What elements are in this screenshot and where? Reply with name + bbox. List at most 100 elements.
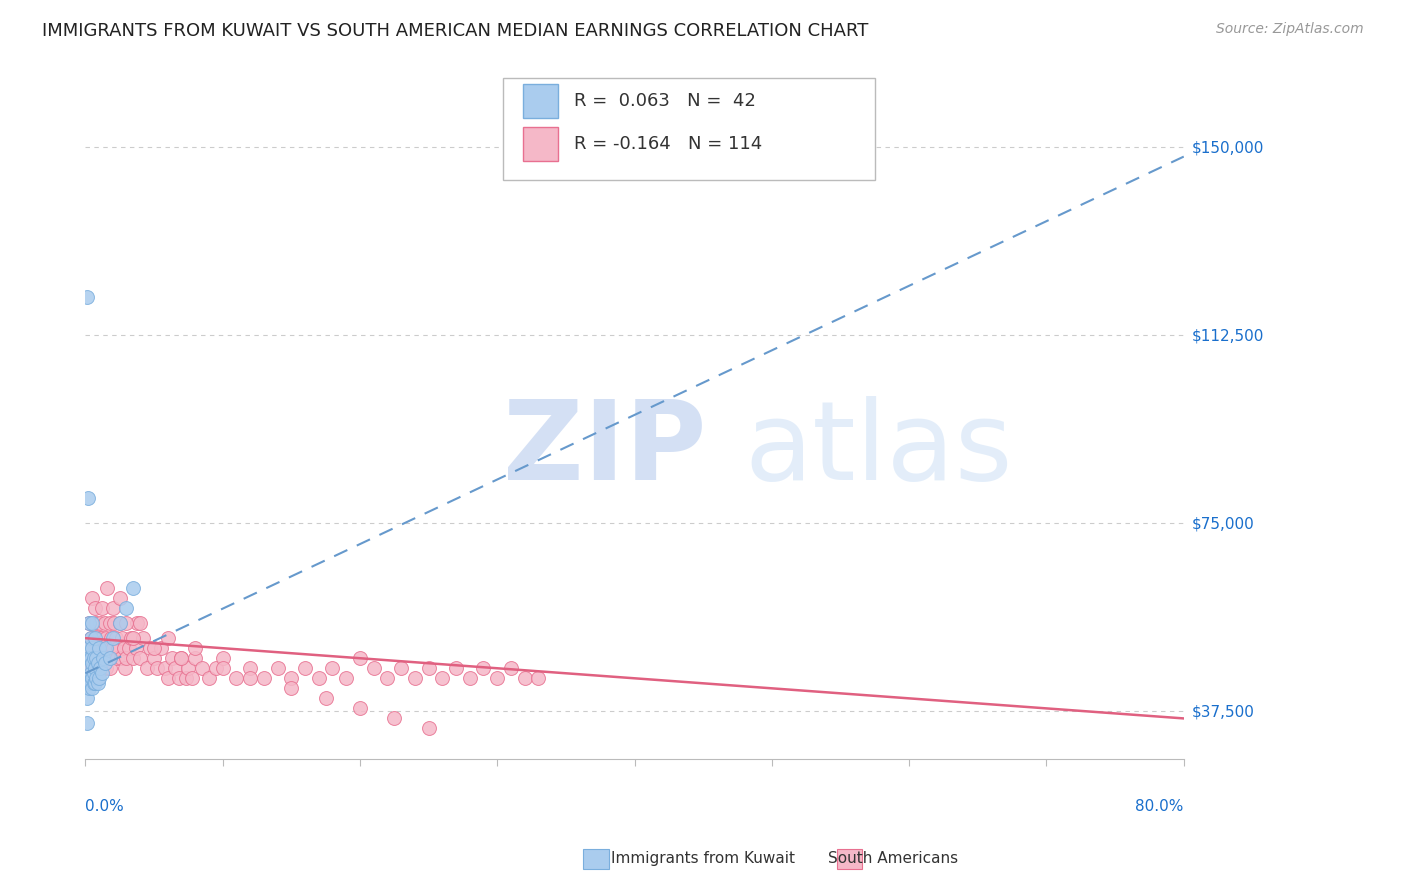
Point xyxy=(432,671,454,685)
Point xyxy=(321,661,343,675)
Point xyxy=(89,661,111,675)
Text: atlas: atlas xyxy=(744,396,1012,503)
Point xyxy=(118,641,141,656)
Point xyxy=(377,671,399,685)
Point xyxy=(87,671,110,685)
Point xyxy=(349,651,371,665)
Point xyxy=(115,651,138,665)
Text: IMMIGRANTS FROM KUWAIT VS SOUTH AMERICAN MEDIAN EARNINGS CORRELATION CHART: IMMIGRANTS FROM KUWAIT VS SOUTH AMERICAN… xyxy=(42,22,869,40)
Point xyxy=(77,676,100,690)
Point xyxy=(239,671,262,685)
Point xyxy=(132,631,155,645)
Point xyxy=(184,651,207,665)
Text: ZIP: ZIP xyxy=(503,396,706,503)
Point xyxy=(90,601,112,615)
Point xyxy=(80,631,103,645)
Point xyxy=(86,676,108,690)
Point xyxy=(253,671,276,685)
Point xyxy=(89,661,111,675)
Point xyxy=(280,681,302,696)
Point xyxy=(122,651,145,665)
Point xyxy=(87,631,110,645)
Point xyxy=(82,676,104,690)
Point xyxy=(122,631,145,645)
Point xyxy=(404,671,426,685)
Point xyxy=(156,671,179,685)
Point xyxy=(82,641,104,656)
Point xyxy=(84,671,107,685)
Point xyxy=(114,661,136,675)
Point xyxy=(163,661,186,675)
Text: R = -0.164   N = 114: R = -0.164 N = 114 xyxy=(574,135,762,153)
Point xyxy=(84,661,107,675)
Point xyxy=(87,641,110,656)
Point xyxy=(142,651,165,665)
Point xyxy=(86,641,108,656)
Point xyxy=(80,676,103,690)
Point xyxy=(84,616,107,631)
Point xyxy=(89,616,111,631)
Point xyxy=(513,671,536,685)
Point xyxy=(77,641,100,656)
Text: R =  0.063   N =  42: R = 0.063 N = 42 xyxy=(574,92,755,110)
Point xyxy=(76,290,98,304)
Point xyxy=(98,651,121,665)
Point xyxy=(120,631,142,645)
Point xyxy=(94,641,117,656)
Point xyxy=(82,616,104,631)
Text: South Americans: South Americans xyxy=(828,851,957,865)
Point xyxy=(225,671,247,685)
Point xyxy=(79,671,101,685)
Point xyxy=(444,661,467,675)
Point xyxy=(98,616,121,631)
Point xyxy=(94,631,117,645)
Point xyxy=(363,661,385,675)
Point xyxy=(349,701,371,715)
Point xyxy=(82,657,104,671)
Point xyxy=(418,661,440,675)
Point xyxy=(91,661,114,675)
Text: Immigrants from Kuwait: Immigrants from Kuwait xyxy=(612,851,794,865)
Point xyxy=(239,661,262,675)
Point xyxy=(527,671,550,685)
Point xyxy=(103,616,125,631)
Point xyxy=(80,666,103,681)
Point xyxy=(142,641,165,656)
Point xyxy=(93,651,115,665)
Point xyxy=(93,616,115,631)
Point xyxy=(308,671,330,685)
Point xyxy=(129,651,152,665)
Point xyxy=(294,661,316,675)
Point xyxy=(174,671,197,685)
Text: 0.0%: 0.0% xyxy=(86,798,124,814)
Point xyxy=(108,591,131,605)
Point xyxy=(170,651,193,665)
Point xyxy=(160,651,183,665)
Point xyxy=(83,651,105,665)
Point xyxy=(108,616,131,631)
Point xyxy=(82,661,104,675)
Point xyxy=(84,651,107,665)
Point xyxy=(91,641,114,656)
Text: 80.0%: 80.0% xyxy=(1136,798,1184,814)
Text: Source: ZipAtlas.com: Source: ZipAtlas.com xyxy=(1216,22,1364,37)
Point xyxy=(266,661,288,675)
Point xyxy=(90,666,112,681)
Point xyxy=(83,666,105,681)
Point xyxy=(115,616,138,631)
Point xyxy=(198,671,221,685)
Point xyxy=(280,671,302,685)
Point xyxy=(145,661,167,675)
Point xyxy=(418,722,440,736)
Point xyxy=(90,651,112,665)
Point xyxy=(181,671,204,685)
Point xyxy=(382,711,405,725)
Point xyxy=(96,641,118,656)
Point xyxy=(79,671,101,685)
Point xyxy=(87,651,110,665)
Point xyxy=(139,641,162,656)
Point xyxy=(167,671,190,685)
Point xyxy=(110,651,132,665)
Point xyxy=(125,641,148,656)
Point xyxy=(90,631,112,645)
